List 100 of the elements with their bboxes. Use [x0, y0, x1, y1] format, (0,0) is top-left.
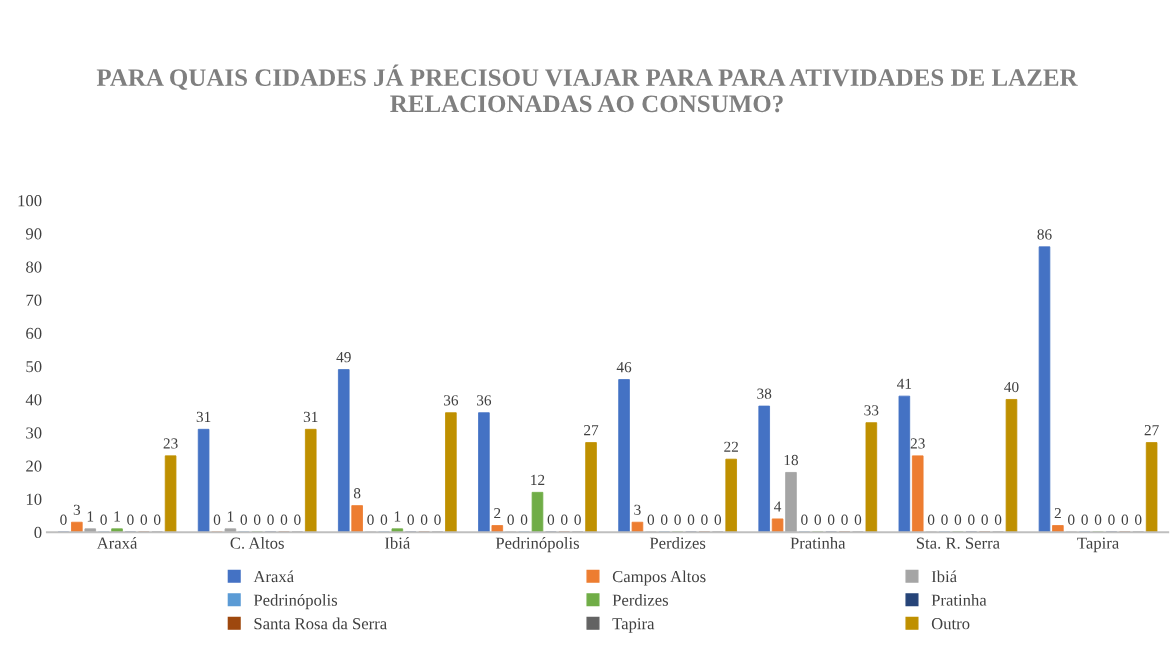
y-tick-label: 20	[26, 460, 42, 472]
data-label: 0	[927, 514, 935, 525]
data-label: 0	[941, 514, 948, 525]
data-label: 1	[114, 511, 120, 522]
bar	[631, 521, 644, 533]
y-tick-label: 0	[34, 526, 42, 539]
data-label: 0	[294, 514, 301, 525]
data-label: 0	[1121, 514, 1129, 525]
data-label: 31	[303, 411, 318, 423]
bar	[445, 412, 457, 533]
data-label: 0	[1094, 514, 1102, 525]
data-label: 38	[757, 388, 772, 399]
data-label: 0	[574, 514, 581, 525]
data-label: 3	[73, 504, 81, 515]
data-label: 2	[1054, 508, 1061, 519]
data-label: 0	[267, 514, 274, 525]
data-label: 0	[367, 514, 374, 525]
y-tick-label: 100	[18, 195, 42, 207]
data-label: 0	[814, 514, 821, 525]
data-label: 18	[784, 454, 799, 466]
data-label: 31	[196, 411, 211, 423]
bar	[865, 422, 878, 533]
x-tick-label: Ibiá	[384, 537, 411, 549]
bar	[304, 428, 317, 533]
bar	[197, 428, 210, 533]
bar	[758, 405, 770, 533]
legend-label: Ibiá	[931, 570, 957, 583]
data-label: 46	[616, 362, 632, 373]
legend-label: Santa Rosa da Serra	[254, 617, 387, 630]
data-label: 0	[547, 514, 555, 525]
data-label: 0	[660, 514, 668, 525]
bar	[771, 518, 784, 533]
data-label: 0	[994, 514, 1002, 525]
data-label: 0	[647, 514, 655, 525]
legend-label: Tapira	[612, 618, 655, 633]
y-tick-label: 30	[26, 427, 42, 439]
data-label: 41	[897, 378, 912, 389]
bar	[478, 412, 490, 533]
y-tick-label: 50	[26, 360, 42, 373]
y-tick-label: 60	[26, 327, 42, 340]
bar	[898, 395, 911, 533]
data-label: 1	[87, 511, 94, 522]
x-tick-label: Perdizes	[649, 537, 706, 549]
data-label: 0	[127, 514, 134, 525]
data-label: 0	[153, 514, 161, 525]
data-label: 0	[801, 514, 808, 525]
data-label: 0	[100, 514, 107, 525]
data-label: 23	[163, 438, 178, 449]
bar	[164, 455, 177, 533]
legend-label: Pratinha	[931, 594, 987, 606]
data-label: 86	[1037, 229, 1052, 240]
data-label: 0	[60, 514, 67, 525]
data-label: 33	[864, 405, 879, 416]
data-label: 22	[724, 441, 738, 452]
x-tick-label: Pedrinópolis	[495, 537, 579, 553]
data-label: 0	[701, 514, 708, 525]
bar	[71, 521, 83, 533]
data-label: 0	[854, 514, 862, 525]
legend-label: Araxá	[253, 570, 294, 583]
data-label: 0	[213, 514, 221, 525]
data-label: 1	[227, 511, 234, 522]
bar	[531, 491, 544, 533]
data-label: 0	[507, 514, 514, 525]
y-tick-label: 80	[26, 261, 42, 273]
data-label: 0	[827, 514, 835, 525]
data-label: 0	[1068, 514, 1075, 525]
data-label: 27	[584, 425, 599, 436]
x-tick-label: Pratinha	[790, 537, 846, 549]
data-label: 0	[140, 514, 148, 525]
y-tick-label: 10	[26, 493, 42, 505]
bar	[618, 379, 630, 533]
bar	[785, 472, 797, 533]
y-tick-label: 40	[25, 394, 42, 406]
bar	[351, 505, 363, 533]
data-label: 0	[420, 514, 428, 525]
data-label: 0	[674, 514, 681, 525]
x-tick-label: C. Altos	[230, 537, 284, 549]
data-label: 0	[520, 514, 528, 525]
data-label: 0	[968, 514, 975, 525]
data-label: 27	[1144, 425, 1159, 436]
data-label: 1	[394, 511, 401, 522]
data-label: 3	[634, 504, 641, 515]
data-label: 0	[561, 514, 568, 525]
data-label: 12	[531, 474, 545, 485]
data-label: 23	[910, 438, 925, 449]
x-tick-label: Sta. R. Serra	[916, 537, 1000, 549]
data-label: 0	[841, 514, 848, 525]
data-label: 0	[240, 514, 248, 525]
data-label: 2	[494, 508, 501, 519]
data-label: 0	[714, 514, 722, 525]
data-label: 0	[407, 514, 414, 525]
legend-label: Pedrinópolis	[253, 594, 338, 610]
bar	[911, 455, 924, 533]
legend-label: Outro	[931, 618, 970, 630]
data-label: 0	[1135, 514, 1142, 525]
data-label: 0	[380, 514, 388, 525]
data-label: 0	[280, 514, 288, 525]
y-tick-label: 90	[25, 228, 42, 240]
x-tick-label: Araxá	[96, 537, 138, 549]
data-label: 49	[336, 352, 351, 363]
